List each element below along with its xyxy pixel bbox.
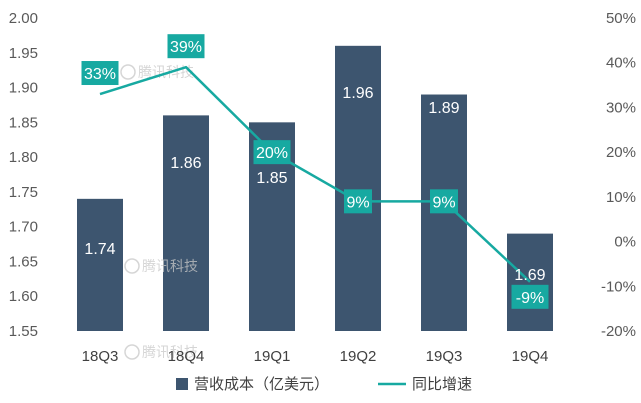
legend-label-bar: 营收成本（亿美元）	[194, 376, 329, 393]
bar-value-label: 1.69	[514, 267, 545, 284]
legend-label-line: 同比增速	[412, 376, 472, 393]
category-tick-label: 19Q2	[340, 348, 377, 365]
line-value-box	[344, 189, 372, 214]
bar	[77, 198, 123, 331]
category-tick-label: 18Q4	[168, 348, 205, 365]
left-y-tick-label: 1.80	[9, 149, 38, 166]
right-y-axis: -20% -10% 0% 10% 20% 30% 40% 50%	[601, 10, 636, 340]
legend: 营收成本（亿美元） 同比增速	[176, 376, 472, 393]
line-value-callout: 20%	[253, 140, 291, 165]
bar-value-label: 1.86	[170, 155, 201, 172]
bar-series	[77, 45, 553, 331]
left-y-tick-label: 1.90	[9, 80, 38, 97]
category-axis: 18Q3 18Q4 19Q1 19Q2 19Q3 19Q4	[82, 348, 549, 365]
left-y-tick-label: 2.00	[9, 10, 38, 27]
category-tick-label: 19Q4	[512, 348, 549, 365]
right-y-tick-label: 20%	[606, 144, 636, 161]
left-y-tick-label: 1.70	[9, 219, 38, 236]
watermark-logo-icon	[124, 344, 140, 360]
line-value-box	[81, 61, 119, 86]
line-value-label: 9%	[346, 194, 369, 211]
left-y-tick-label: 1.85	[9, 114, 38, 131]
line-value-box	[253, 140, 291, 165]
right-y-tick-label: -10%	[601, 278, 636, 295]
watermark-logo-icon	[124, 258, 140, 274]
left-y-axis: 1.55 1.60 1.65 1.70 1.75 1.80 1.85 1.90 1.95 2.00	[9, 10, 38, 340]
right-y-tick-label: -20%	[601, 323, 636, 340]
line-data-labels: 33% 39% 20% 9% 9% -9%	[81, 34, 549, 309]
line-value-label: -9%	[516, 290, 544, 307]
left-y-tick-label: 1.65	[9, 253, 38, 270]
left-y-tick-label: 1.60	[9, 288, 38, 305]
line-value-label: 20%	[256, 145, 288, 162]
left-y-tick-label: 1.55	[9, 323, 38, 340]
bar-value-label: 1.96	[342, 85, 373, 102]
line-value-callout: 9%	[344, 189, 372, 214]
category-tick-label: 19Q1	[254, 348, 291, 365]
watermark-logo-icon	[120, 64, 136, 80]
line-value-box	[430, 189, 458, 214]
line-value-box	[167, 34, 205, 59]
right-y-tick-label: 0%	[614, 234, 636, 251]
left-y-tick-label: 1.95	[9, 45, 38, 62]
line-value-callout: 33%	[81, 61, 119, 86]
bar	[335, 45, 381, 331]
category-tick-label: 19Q3	[426, 348, 463, 365]
watermark-text: 腾讯科技	[142, 344, 198, 360]
line-value-label: 33%	[84, 66, 116, 83]
line-value-box	[511, 284, 549, 309]
bar	[163, 115, 209, 331]
line-value-callout: -9%	[511, 284, 549, 309]
line-value-label: 9%	[432, 194, 455, 211]
legend-swatch-bar	[176, 378, 188, 390]
watermark-text: 腾讯科技	[142, 258, 198, 274]
right-y-tick-label: 30%	[606, 99, 636, 116]
line-series	[99, 65, 531, 283]
category-tick-label: 18Q3	[82, 348, 119, 365]
watermark: 腾讯科技	[124, 344, 198, 360]
left-y-tick-label: 1.75	[9, 184, 38, 201]
bar-value-label: 1.74	[84, 241, 115, 258]
bar-value-label: 1.89	[428, 100, 459, 117]
watermark: 腾讯科技	[120, 64, 194, 80]
bar-value-label: 1.85	[256, 170, 287, 187]
line-value-callout: 39%	[167, 34, 205, 59]
watermark: 腾讯科技	[124, 258, 198, 274]
right-y-tick-label: 10%	[606, 189, 636, 206]
right-y-tick-label: 40%	[606, 55, 636, 72]
line-value-label: 39%	[170, 39, 202, 56]
line-value-callout: 9%	[430, 189, 458, 214]
bar	[507, 233, 553, 331]
bar-data-labels: 1.74 1.86 1.85 1.96 1.89 1.69	[84, 85, 545, 284]
growth-line	[99, 65, 531, 283]
right-y-tick-label: 50%	[606, 10, 636, 27]
